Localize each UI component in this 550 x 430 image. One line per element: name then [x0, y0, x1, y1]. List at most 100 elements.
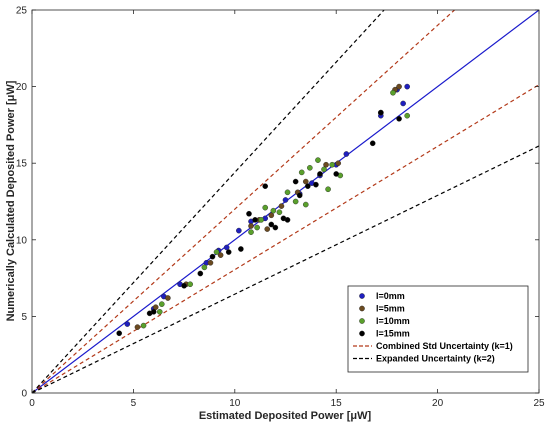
- legend-label: l=10mm: [376, 316, 410, 326]
- ticks-layer: 0 5 10 15 20 25 0 5 10 15 20 25: [16, 6, 545, 410]
- data-point: [335, 160, 342, 166]
- data-point: [400, 100, 406, 107]
- data-point: [292, 178, 299, 185]
- data-point: [156, 309, 163, 315]
- data-point: [116, 330, 123, 337]
- legend-label: Expanded Uncertainty (k=2): [376, 354, 495, 364]
- y-tick-label: 0: [21, 389, 27, 400]
- data-point: [262, 183, 269, 189]
- x-tick-label: 25: [533, 398, 545, 409]
- data-point: [262, 204, 269, 211]
- x-tick-label: 5: [131, 398, 137, 409]
- data-point: [140, 322, 147, 329]
- y-tick-label: 20: [16, 82, 28, 93]
- data-point: [323, 161, 329, 168]
- data-point: [187, 281, 193, 288]
- x-tick-label: 15: [331, 398, 343, 409]
- data-point: [343, 151, 350, 157]
- data-point: [248, 223, 254, 229]
- data-point: [369, 140, 376, 147]
- data-point: [278, 203, 285, 209]
- expanded-uncertainty-line: [32, 145, 539, 393]
- data-point: [396, 83, 402, 90]
- plot-area: [32, 10, 539, 393]
- x-axis-title: Estimated Deposited Power [μW]: [199, 410, 372, 422]
- data-point: [333, 171, 340, 177]
- series-l15: [116, 109, 402, 337]
- combined-uncertainty-line: [32, 84, 539, 393]
- legend-label: l=5mm: [376, 304, 405, 314]
- y-axis-title: Numerically Calculated Deposited Power […: [5, 80, 17, 321]
- legend-label: Combined Std Uncertainty (k=1): [376, 341, 513, 351]
- legend-box: [347, 285, 529, 373]
- legend-marker: [359, 293, 365, 299]
- data-point: [321, 166, 327, 173]
- data-point: [225, 249, 232, 255]
- data-point: [217, 252, 224, 258]
- data-point: [213, 249, 220, 255]
- data-point: [258, 217, 264, 223]
- legend-marker: [359, 305, 365, 312]
- data-point: [378, 109, 384, 116]
- data-point: [313, 181, 319, 188]
- data-point: [158, 301, 165, 307]
- data-point: [150, 309, 157, 315]
- data-point: [298, 169, 305, 176]
- data-point: [201, 264, 208, 271]
- y-tick-label: 15: [16, 159, 28, 170]
- y-tick-label: 10: [16, 235, 28, 246]
- data-point: [282, 197, 289, 203]
- data-point: [325, 186, 331, 193]
- data-point: [197, 270, 204, 277]
- data-point: [396, 115, 402, 122]
- data-point: [207, 259, 214, 266]
- data-point: [223, 244, 230, 251]
- expanded-uncertainty-line: [32, 10, 385, 393]
- x-tick-label: 0: [29, 398, 35, 409]
- data-point: [209, 253, 216, 260]
- data-point: [134, 324, 141, 330]
- legend-label: l=15mm: [376, 329, 410, 339]
- data-point: [305, 183, 311, 189]
- data-point: [246, 210, 252, 217]
- data-point: [264, 226, 271, 232]
- data-point: [165, 295, 171, 301]
- data-point: [404, 83, 410, 90]
- data-point: [272, 224, 279, 231]
- data-point: [307, 164, 313, 171]
- legend: l=0mm l=5mm l=10mm l=15mm Combined Std Uncer…: [347, 285, 529, 373]
- data-point: [390, 89, 396, 96]
- data-point: [292, 198, 299, 205]
- data-point: [268, 212, 275, 219]
- data-point: [284, 189, 291, 196]
- data-point: [268, 221, 275, 228]
- data-point: [270, 207, 277, 214]
- data-point: [254, 224, 260, 231]
- data-point: [404, 112, 410, 119]
- data-point: [315, 157, 321, 163]
- legend-marker: [359, 318, 365, 324]
- data-point: [276, 209, 283, 216]
- data-point: [236, 227, 242, 234]
- data-point: [152, 304, 159, 311]
- data-point: [296, 192, 303, 199]
- plot-layer: [32, 10, 539, 393]
- data-point: [181, 282, 187, 289]
- data-point: [284, 217, 291, 223]
- data-point: [329, 161, 335, 168]
- data-point: [317, 171, 323, 177]
- data-point: [248, 229, 254, 235]
- data-point: [124, 321, 131, 327]
- data-point: [302, 178, 309, 185]
- y-tick-label: 25: [16, 6, 28, 17]
- series-l10: [140, 89, 410, 329]
- data-point: [252, 217, 258, 223]
- x-tick-label: 20: [432, 398, 444, 409]
- legend-label: l=0mm: [376, 291, 405, 301]
- plot-frame: [31, 9, 540, 394]
- legend-marker: [359, 330, 365, 337]
- data-point: [302, 201, 309, 208]
- y-tick-label: 5: [21, 312, 27, 323]
